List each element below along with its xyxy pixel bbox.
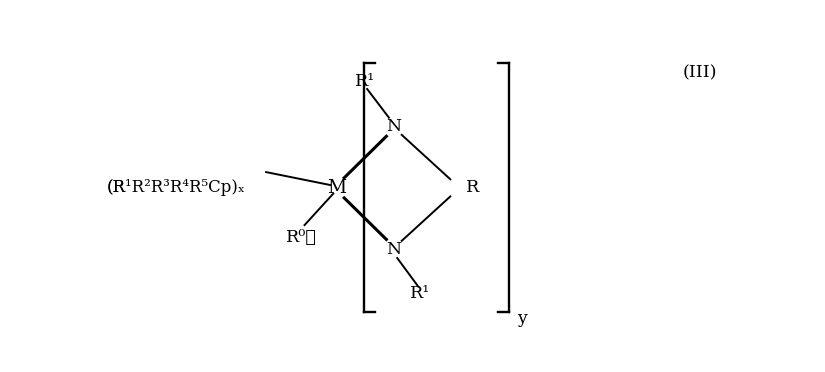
Text: (R: (R (106, 179, 125, 196)
Text: R¹: R¹ (409, 285, 430, 302)
Text: (III): (III) (682, 65, 717, 82)
Text: N: N (386, 118, 402, 135)
Text: R⁰ᵯ: R⁰ᵯ (286, 230, 317, 247)
Text: (R¹R²R³R⁴R⁵Cp)ₓ: (R¹R²R³R⁴R⁵Cp)ₓ (106, 179, 245, 196)
Text: N: N (386, 241, 402, 258)
Text: R: R (465, 179, 478, 196)
Text: R¹: R¹ (355, 73, 375, 90)
Text: y: y (516, 310, 526, 327)
Text: M: M (327, 179, 346, 197)
